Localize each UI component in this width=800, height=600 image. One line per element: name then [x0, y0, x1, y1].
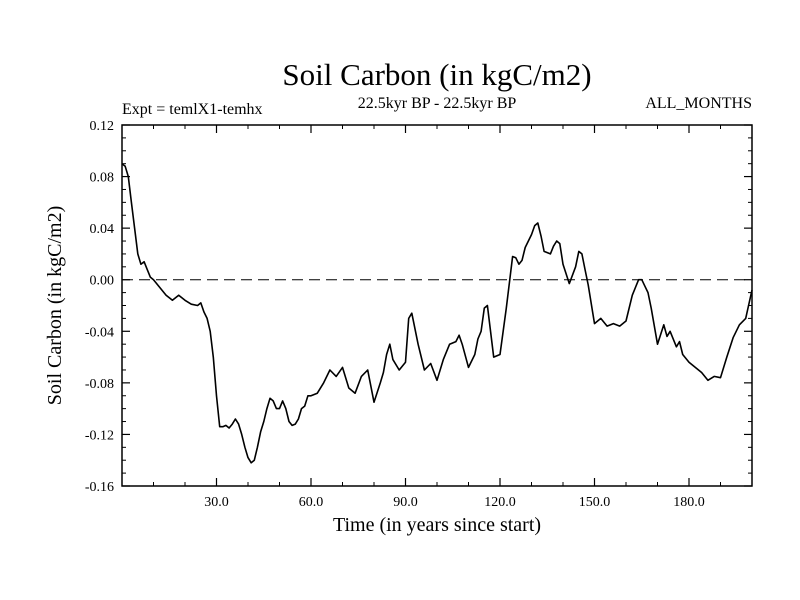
y-tick-label: -0.12	[85, 428, 114, 443]
x-tick-label: 150.0	[579, 495, 611, 510]
y-tick-label: 0.04	[90, 222, 115, 237]
y-axis-title: Soil Carbon (in kgC/m2)	[44, 206, 66, 405]
x-tick-label: 120.0	[484, 495, 516, 510]
time-range-label: 22.5kyr BP - 22.5kyr BP	[358, 95, 517, 112]
tick-labels-layer: 30.0 60.0 90.0 120.0 150.0 180.0 0.12 0.08 0.04 0…	[85, 119, 705, 510]
x-axis-title: Time (in years since start)	[333, 514, 541, 536]
series-layer	[121, 163, 753, 464]
y-tick-label: -0.16	[85, 480, 114, 495]
y-tick-label: 0.08	[90, 171, 115, 186]
season-label: ALL_MONTHS	[645, 95, 752, 112]
y-tick-label: -0.04	[85, 325, 114, 340]
plot-frame	[121, 124, 753, 487]
x-tick-label: 90.0	[393, 495, 418, 510]
y-tick-label: 0.00	[90, 274, 115, 289]
ticks-layer	[122, 124, 752, 487]
chart-title: Soil Carbon (in kgC/m2)	[282, 57, 591, 92]
y-tick-label: 0.12	[90, 119, 115, 134]
experiment-label: Expt = temlX1-temhx	[122, 101, 263, 118]
x-tick-label: 30.0	[204, 495, 229, 510]
x-tick-label: 180.0	[673, 495, 705, 510]
y-tick-label: -0.08	[85, 377, 114, 392]
series-line-0	[121, 163, 753, 464]
x-tick-label: 60.0	[299, 495, 324, 510]
